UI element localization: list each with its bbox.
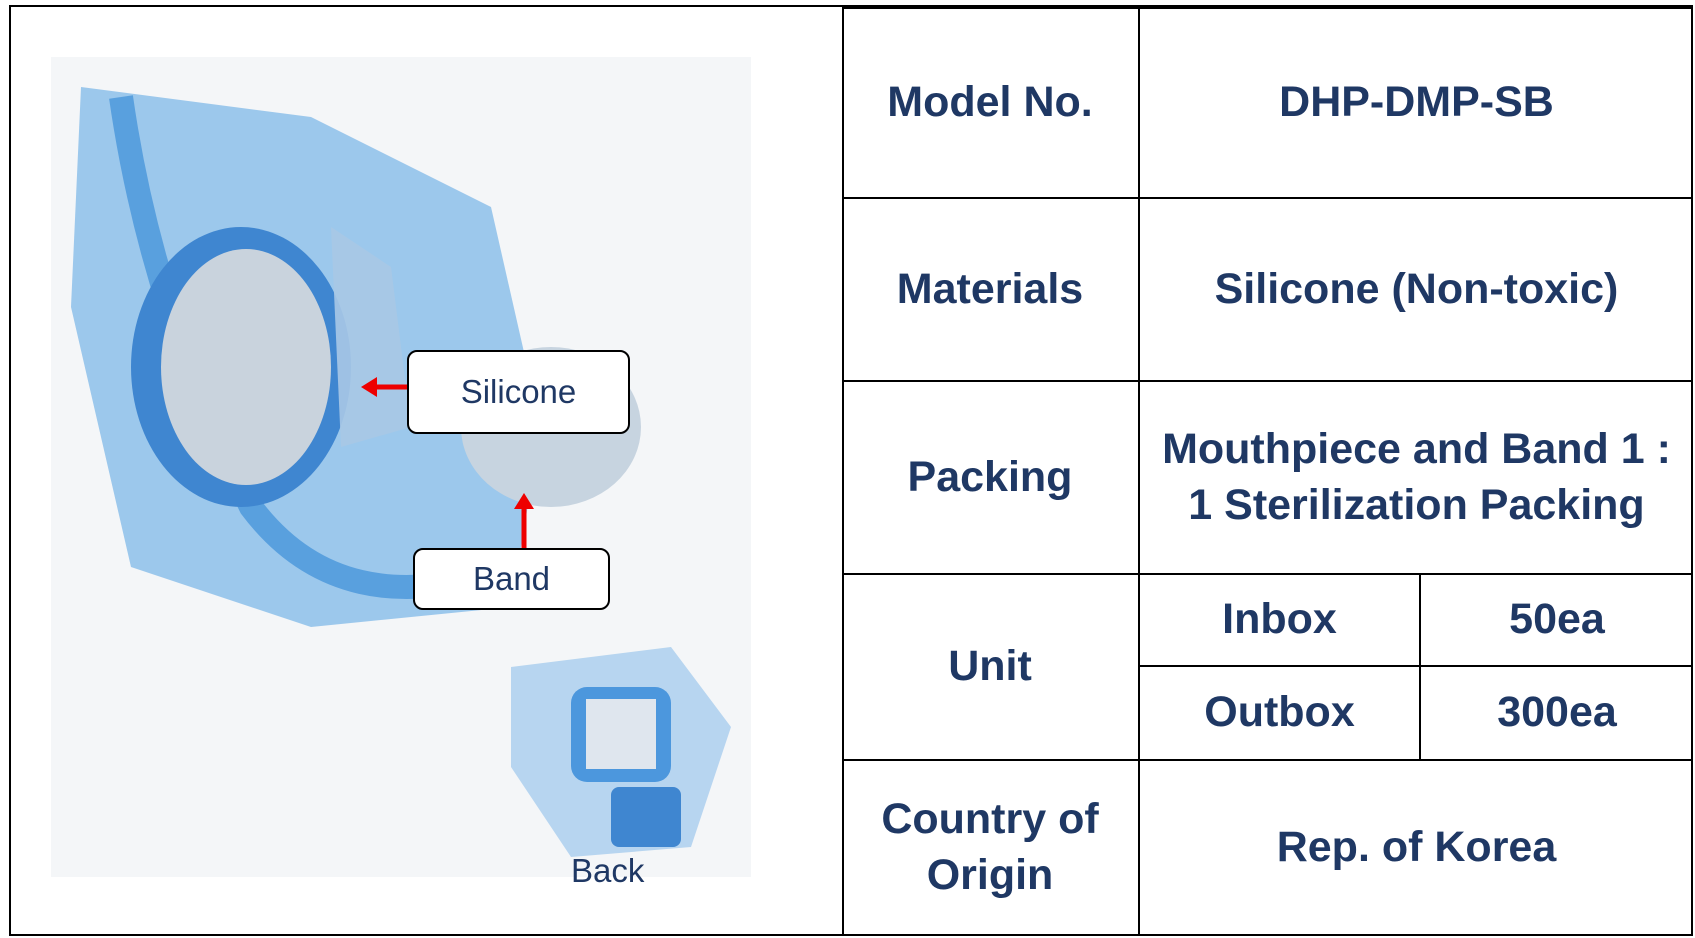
row-value: Rep. of Korea [1138,759,1693,935]
image-caption: Back [571,852,645,889]
sub-value: 50ea [1419,573,1693,667]
row-label: Model No. [842,7,1140,199]
product-illustration [51,57,751,877]
row-value: Mouthpiece and Band 1 : 1 Sterilization … [1138,380,1693,575]
table-row: Country of Origin Rep. of Korea [842,759,1693,935]
table-row: Materials Silicone (Non-toxic) [842,197,1693,382]
table-row: Unit Inbox 50ea [842,573,1693,761]
table-row: Packing Mouthpiece and Band 1 : 1 Sterili… [842,380,1693,575]
sub-label: Inbox [1138,573,1421,667]
row-value: Silicone (Non-toxic) [1138,197,1693,382]
row-label: Unit [842,573,1140,761]
spec-table: Model No. DHP-DMP-SB Materials Silicone (No… [842,7,1693,935]
row-label: Materials [842,197,1140,382]
sub-label: Outbox [1139,665,1421,761]
row-label: Packing [842,380,1140,575]
row-label: Country of Origin [842,759,1140,935]
table-row: Model No. DHP-DMP-SB [842,7,1693,199]
spec-sheet: Silicone Band Back Model No. DHP-DMP-SB Ma… [9,5,1693,936]
sub-value: 300ea [1419,665,1693,761]
callout-label: Band [413,548,610,610]
table-row: Outbox 300ea [842,665,1693,761]
row-value: DHP-DMP-SB [1138,7,1693,199]
product-image-panel: Silicone Band Back [11,7,844,934]
callout-label: Silicone [407,350,630,434]
